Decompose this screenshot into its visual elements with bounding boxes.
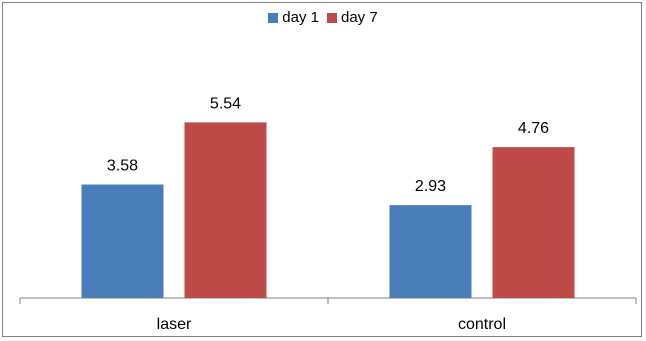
bar-day-1-control [389, 205, 472, 298]
data-label-day-1-laser: 3.58 [107, 158, 138, 175]
x-tick-label-laser: laser [157, 316, 192, 333]
x-tick-label-control: control [458, 316, 506, 333]
legend-label-day-7: day 7 [341, 9, 378, 26]
legend: day 1 day 7 [0, 9, 646, 26]
bar-day-1-laser [81, 184, 164, 298]
data-label-day-1-control: 2.93 [415, 178, 446, 195]
bar-day-7-control [492, 147, 575, 298]
data-label-day-7-laser: 5.54 [210, 95, 241, 112]
bar-day-7-laser [184, 122, 267, 298]
legend-swatch-day-7 [327, 12, 337, 23]
data-label-day-7-control: 4.76 [518, 120, 549, 137]
legend-swatch-day-1 [268, 12, 279, 23]
legend-label-day-1: day 1 [282, 9, 319, 26]
legend-entry-day-7: day 7 [327, 9, 378, 26]
legend-entry-day-1: day 1 [268, 9, 319, 26]
